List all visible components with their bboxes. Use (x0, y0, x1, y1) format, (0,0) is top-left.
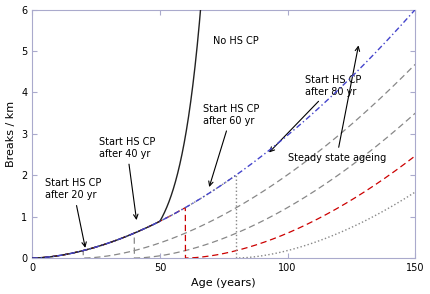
Text: Start HS CP
after 60 yr: Start HS CP after 60 yr (203, 104, 260, 186)
Text: Steady state ageing: Steady state ageing (288, 47, 386, 163)
Y-axis label: Breaks / km: Breaks / km (6, 101, 15, 167)
Text: No HS CP: No HS CP (214, 36, 259, 46)
Text: Start HS CP
after 80 yr: Start HS CP after 80 yr (270, 75, 362, 152)
X-axis label: Age (years): Age (years) (191, 278, 256, 288)
Text: Start HS CP
after 40 yr: Start HS CP after 40 yr (98, 137, 155, 219)
Text: Start HS CP
after 20 yr: Start HS CP after 20 yr (45, 178, 101, 247)
